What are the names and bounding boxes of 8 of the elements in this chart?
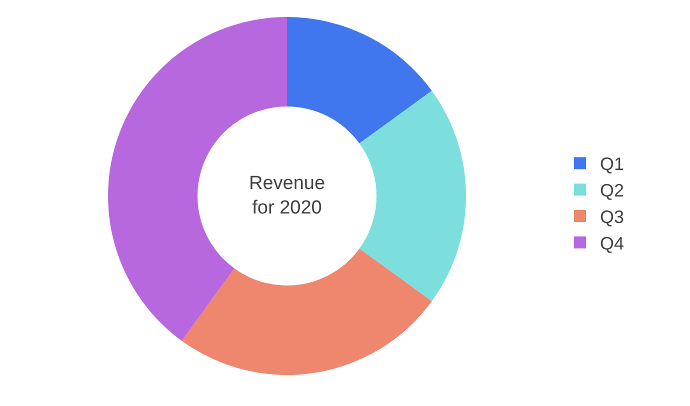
donut-slice: [287, 17, 432, 144]
legend-label: Q4: [600, 233, 624, 254]
legend-label: Q2: [600, 180, 624, 201]
donut-slice: [182, 248, 432, 375]
legend-label: Q1: [600, 154, 624, 174]
text: Revenue for 2020: [249, 173, 326, 219]
legend-label: Q3: [600, 207, 624, 228]
donut-slice: [359, 90, 466, 302]
